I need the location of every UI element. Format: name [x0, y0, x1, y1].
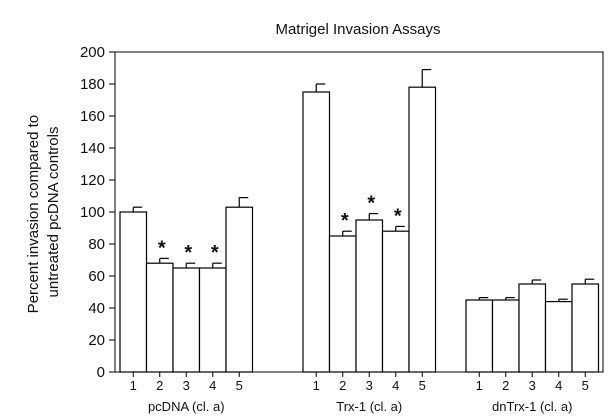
y-axis-label: Percent invasion compared to untreated p…: [25, 111, 62, 314]
bar: [381, 230, 410, 373]
x-tick-label: 5: [582, 378, 589, 393]
significance-star: *: [367, 193, 375, 215]
y-tick-label: 140: [80, 140, 105, 157]
y-axis-label-line-2: untreated pcDNA controls: [45, 127, 62, 298]
bar: [355, 219, 384, 373]
x-tick-label: 2: [156, 378, 163, 393]
y-tick-label: 160: [80, 108, 105, 125]
y-axis-label-line-1: Percent invasion compared to: [25, 115, 42, 313]
y-tick-label: 180: [80, 76, 105, 93]
x-tick-label: 4: [555, 378, 562, 393]
x-tick-label: 1: [476, 378, 483, 393]
group-label: Trx-1 (cl. a): [336, 399, 402, 414]
x-tick-label: 4: [209, 378, 216, 393]
x-tick-label: 3: [366, 378, 373, 393]
bar: [328, 235, 357, 373]
y-tick-label: 40: [88, 300, 105, 317]
x-tick-label: 2: [502, 378, 509, 393]
x-tick-label: 1: [130, 378, 137, 393]
bar: [408, 86, 437, 373]
x-tick-label: 3: [183, 378, 190, 393]
bar: [302, 91, 331, 373]
bar: [225, 206, 254, 373]
x-tick-label: 1: [313, 378, 320, 393]
y-tick-label: 20: [88, 332, 105, 349]
group-label: pcDNA (cl. a): [148, 399, 225, 414]
significance-star: *: [341, 210, 349, 232]
bar: [465, 299, 494, 373]
significance-star: *: [211, 242, 219, 264]
x-tick-label: 5: [236, 378, 243, 393]
bar: [544, 301, 573, 373]
significance-star: *: [394, 205, 402, 227]
bar: [571, 283, 600, 373]
significance-star: *: [184, 242, 192, 264]
group-label: dnTrx-1 (cl. a): [492, 399, 572, 414]
y-tick-label: 80: [88, 236, 105, 253]
bar: [145, 262, 174, 373]
x-tick-label: 2: [339, 378, 346, 393]
bar: [172, 267, 201, 373]
bar: [198, 267, 227, 373]
x-tick-label: 5: [419, 378, 426, 393]
x-tick-label: 3: [529, 378, 536, 393]
bar: [491, 299, 520, 373]
x-tick-label: 4: [392, 378, 399, 393]
plot-area: 0 20 40 60 80 100 120 140 160 180 200 1 * 2 * 3 * 4 5 pcDNA…: [80, 44, 604, 414]
y-tick-label: 100: [80, 204, 105, 221]
y-tick-label: 60: [88, 268, 105, 285]
y-tick-label: 0: [97, 364, 105, 381]
bar: [518, 283, 547, 373]
chart-title: Matrigel Invasion Assays: [275, 21, 440, 38]
y-tick-label: 120: [80, 172, 105, 189]
y-tick-label: 200: [80, 44, 105, 61]
significance-star: *: [158, 237, 166, 259]
bar: [119, 211, 148, 373]
